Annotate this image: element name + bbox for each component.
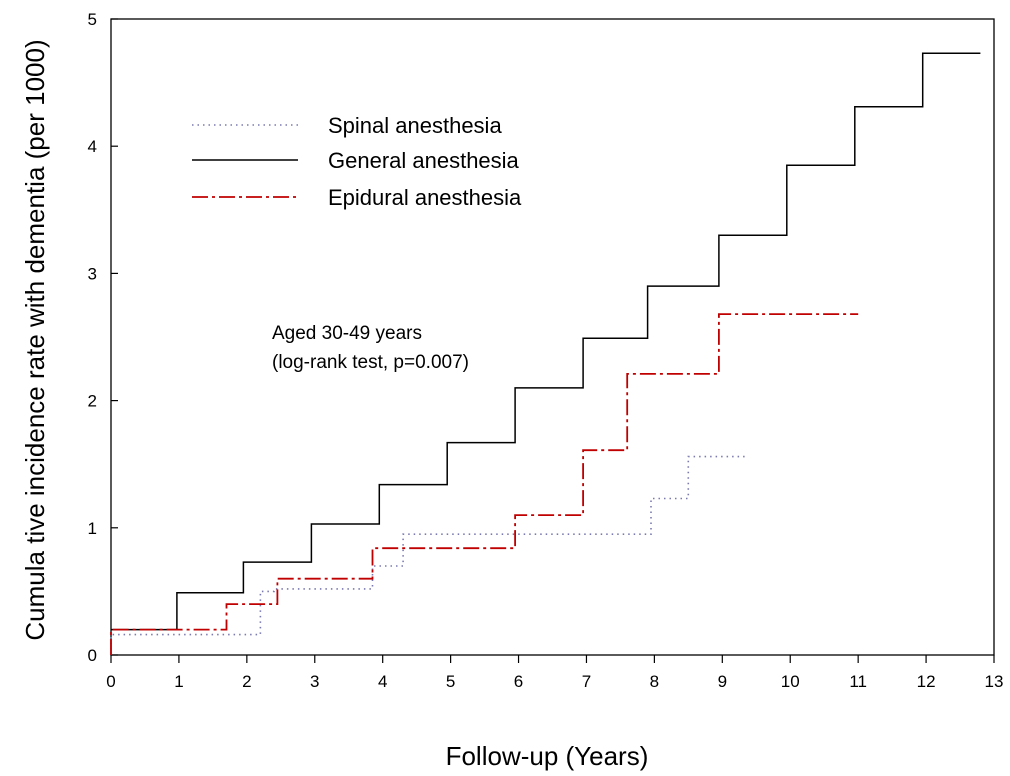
x-tick-label: 8 — [650, 672, 659, 691]
x-tick-label: 13 — [985, 672, 1004, 691]
y-tick-label: 2 — [88, 392, 97, 411]
y-tick-label: 3 — [88, 264, 97, 283]
annotation-age-group: Aged 30-49 years — [272, 323, 422, 344]
y-tick-label: 5 — [88, 10, 97, 29]
y-axis-ticks: 0 1 2 3 4 5 — [88, 10, 118, 665]
x-tick-label: 1 — [174, 672, 183, 691]
x-tick-label: 0 — [106, 672, 115, 691]
x-tick-label: 12 — [917, 672, 936, 691]
series-line-spinal — [110, 455, 747, 655]
series-layer — [110, 52, 981, 655]
plot-frame — [110, 18, 995, 656]
x-tick-label: 2 — [242, 672, 251, 691]
y-tick-label: 0 — [88, 646, 97, 665]
legend-label-epidural: Epidural anesthesia — [328, 185, 522, 210]
x-axis-title: Follow-up (Years) — [446, 741, 649, 771]
y-axis-title: Cumula tive incidence rate with dementia… — [20, 39, 50, 640]
x-tick-label: 7 — [582, 672, 591, 691]
legend-label-spinal: Spinal anesthesia — [328, 113, 502, 138]
x-tick-label: 11 — [849, 672, 867, 691]
x-tick-label: 9 — [718, 672, 727, 691]
x-tick-label: 6 — [514, 672, 523, 691]
y-tick-label: 4 — [88, 137, 97, 156]
x-tick-label: 4 — [378, 672, 387, 691]
x-axis-ticks: 0 1 2 3 4 5 6 7 8 9 10 11 12 13 — [106, 655, 1003, 691]
series-line-epidural — [110, 313, 859, 655]
legend-label-general: General anesthesia — [328, 148, 520, 173]
annotation-log-rank: (log-rank test, p=0.007) — [272, 352, 469, 373]
x-tick-label: 10 — [781, 672, 800, 691]
series-line-general — [111, 52, 981, 631]
x-tick-label: 5 — [446, 672, 455, 691]
x-tick-label: 3 — [310, 672, 319, 691]
y-tick-label: 1 — [88, 519, 97, 538]
legend: Spinal anesthesia General anesthesia Epi… — [192, 113, 522, 210]
